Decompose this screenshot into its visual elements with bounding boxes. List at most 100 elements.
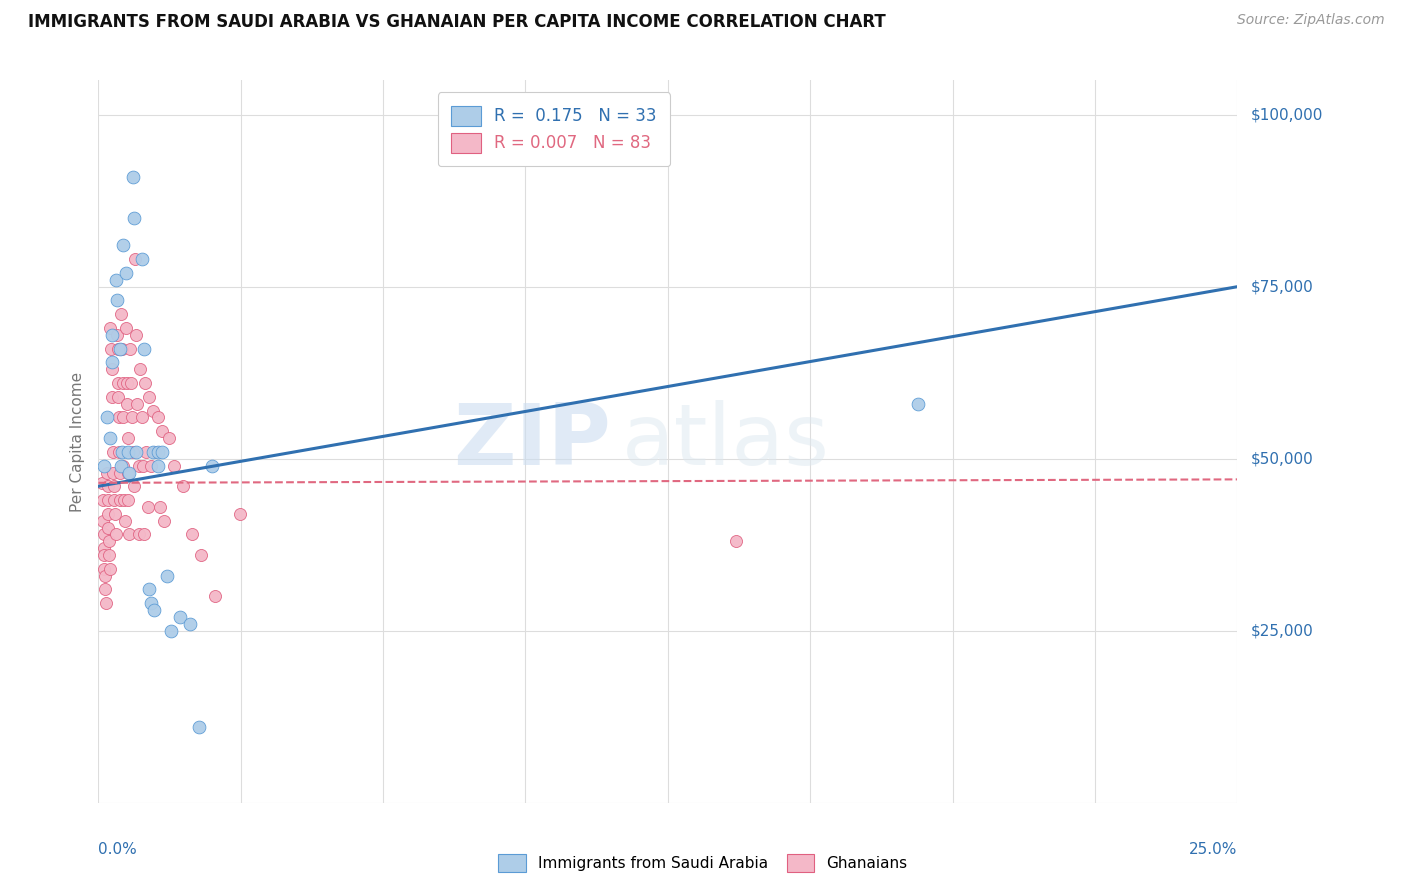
Point (117, 445, 139, 459)
Y-axis label: Per Capita Income: Per Capita Income (70, 371, 86, 512)
Point (146, 445, 169, 459)
Point (135, 445, 157, 459)
Point (138, 582, 160, 597)
Point (127, 397, 149, 411)
Point (94, 582, 117, 597)
Point (94, 568, 117, 582)
Point (121, 169, 143, 184)
Text: $50,000: $50,000 (1251, 451, 1315, 467)
Point (112, 458, 135, 473)
Point (112, 493, 135, 508)
Point (172, 479, 194, 493)
Text: Source: ZipAtlas.com: Source: ZipAtlas.com (1237, 13, 1385, 28)
Point (103, 466, 125, 480)
Point (117, 431, 139, 445)
Point (121, 410, 143, 425)
Point (93, 548, 115, 562)
Point (114, 514, 136, 528)
Point (110, 342, 132, 356)
Point (134, 376, 156, 390)
Point (101, 362, 124, 376)
Point (139, 596, 162, 610)
Point (107, 390, 129, 404)
Point (104, 507, 127, 521)
Point (132, 458, 155, 473)
Point (98, 431, 121, 445)
Point (115, 376, 138, 390)
Point (91, 475, 114, 490)
Point (128, 458, 150, 473)
Point (228, 507, 250, 521)
Point (145, 445, 167, 459)
Point (98, 548, 121, 562)
Text: IMMIGRANTS FROM SAUDI ARABIA VS GHANAIAN PER CAPITA INCOME CORRELATION CHART: IMMIGRANTS FROM SAUDI ARABIA VS GHANAIAN… (28, 13, 886, 31)
Point (121, 445, 143, 459)
Text: ZIP: ZIP (453, 400, 612, 483)
Point (93, 458, 115, 473)
Point (131, 252, 153, 267)
Point (97, 534, 120, 549)
Point (143, 603, 166, 617)
Point (112, 238, 135, 252)
Point (124, 252, 146, 267)
Point (98, 562, 121, 576)
Point (108, 466, 131, 480)
Point (201, 458, 224, 473)
Text: 0.0%: 0.0% (98, 842, 138, 856)
Point (153, 514, 176, 528)
Point (96, 479, 118, 493)
Point (91, 514, 114, 528)
Point (169, 610, 191, 624)
Text: $25,000: $25,000 (1251, 624, 1315, 639)
Point (114, 321, 136, 335)
Point (129, 362, 152, 376)
Point (98, 321, 121, 335)
Point (122, 211, 145, 225)
Point (105, 293, 128, 308)
Point (120, 342, 142, 356)
Point (114, 266, 136, 280)
Point (107, 376, 129, 390)
Point (187, 720, 209, 734)
Point (190, 548, 212, 562)
Legend: R =  0.175   N = 33, R = 0.007   N = 83: R = 0.175 N = 33, R = 0.007 N = 83 (437, 92, 671, 166)
Point (96, 466, 118, 480)
Text: $100,000: $100,000 (1251, 107, 1323, 122)
Point (93, 562, 115, 576)
Point (96, 493, 118, 508)
Point (94, 596, 117, 610)
Point (111, 445, 134, 459)
Point (162, 458, 184, 473)
Point (725, 534, 748, 549)
Point (142, 445, 165, 459)
Point (117, 466, 139, 480)
Point (179, 616, 201, 631)
Point (107, 342, 129, 356)
Point (120, 376, 142, 390)
Point (105, 327, 128, 342)
Point (128, 527, 150, 541)
Point (132, 527, 155, 541)
Point (97, 520, 120, 534)
Point (104, 273, 127, 287)
Point (96, 410, 118, 425)
Text: atlas: atlas (623, 400, 831, 483)
Point (150, 424, 173, 438)
Point (131, 410, 153, 425)
Point (100, 342, 122, 356)
Point (146, 410, 169, 425)
Point (204, 590, 226, 604)
Point (117, 493, 139, 508)
Text: $75,000: $75,000 (1251, 279, 1315, 294)
Point (101, 355, 124, 369)
Point (110, 458, 132, 473)
Point (97, 507, 120, 521)
Point (118, 527, 141, 541)
Point (103, 493, 125, 508)
Point (180, 527, 202, 541)
Point (110, 493, 132, 508)
Text: 25.0%: 25.0% (1189, 842, 1237, 856)
Point (156, 568, 179, 582)
Point (138, 390, 160, 404)
Point (160, 624, 183, 638)
